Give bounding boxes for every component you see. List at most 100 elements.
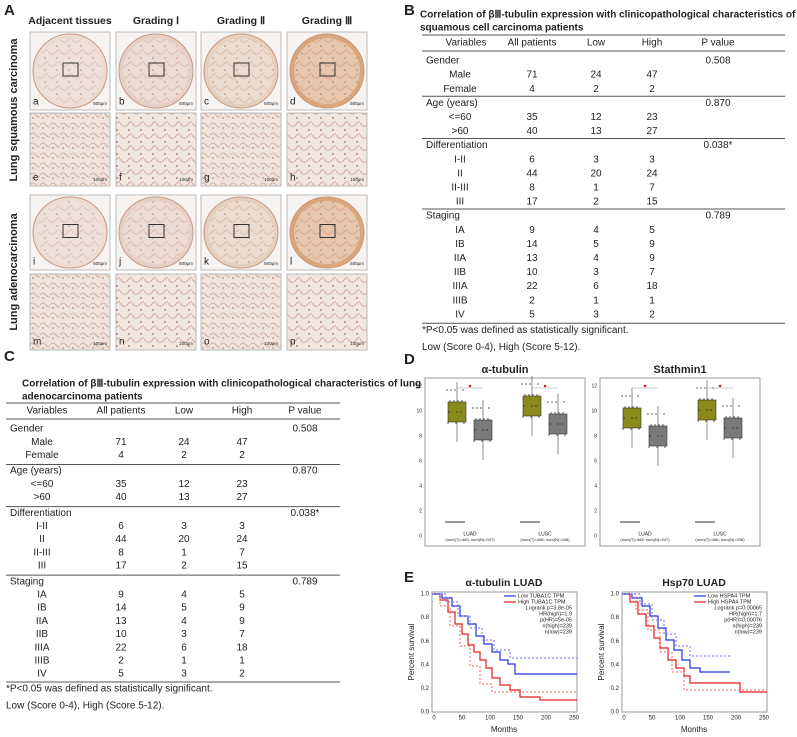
text: 100μm: [350, 177, 364, 182]
text: HR(high)=1.7: [729, 611, 762, 617]
jitter-point: [480, 407, 482, 409]
text: 47: [646, 70, 658, 81]
jitter-point: [529, 383, 531, 385]
text: Male: [449, 70, 471, 81]
text: LUAD: [463, 531, 477, 537]
text: <=60: [31, 479, 54, 490]
tissue-core-texture: [208, 201, 274, 264]
jitter-point: [486, 429, 488, 431]
tissue-core-texture: [37, 201, 103, 264]
text: 9: [239, 603, 245, 614]
text: α-tubulin LUAD: [465, 577, 542, 589]
text: Differentiation: [10, 508, 72, 519]
jitter-point: [489, 440, 491, 442]
text: 500μm: [179, 261, 193, 266]
text: 100μm: [264, 177, 278, 182]
text: 2: [181, 561, 187, 572]
text: 7: [649, 183, 655, 194]
text: 17: [526, 197, 538, 208]
jitter-point: [550, 412, 552, 414]
text: 14: [526, 239, 538, 250]
micrograph-bg: [286, 273, 368, 351]
jitter-point: [698, 409, 700, 411]
micrograph-bg: [200, 273, 282, 351]
text: 17: [115, 561, 127, 572]
text: Hsp70 LUAD: [662, 577, 726, 589]
jitter-point: [479, 418, 481, 420]
text: 100μm: [350, 341, 364, 346]
text: IA: [37, 590, 47, 601]
text: HR(high)=1.9: [539, 611, 572, 617]
jitter-point: [524, 394, 526, 396]
zoom-box: [319, 224, 336, 238]
jitter-point: [557, 423, 559, 425]
text: 8: [419, 433, 422, 439]
text: High TUBA1C TPM: [518, 599, 566, 605]
text: b: [119, 97, 125, 108]
text: 2: [649, 309, 655, 320]
jitter-point: [704, 387, 706, 389]
text: 3: [181, 629, 187, 640]
jitter-point: [449, 400, 451, 402]
text: >60: [34, 492, 51, 503]
text: IIA: [454, 253, 467, 264]
text: <=60: [449, 112, 472, 123]
text: 10: [115, 629, 127, 640]
text: 500μm: [179, 101, 193, 106]
text: (num(T)=486; num(N)=338): [695, 537, 745, 542]
text: 250: [569, 716, 580, 722]
text: 0: [432, 716, 436, 722]
jitter-point: [461, 400, 463, 402]
text: Age (years): [10, 466, 62, 477]
text: 6: [419, 458, 422, 464]
text: II: [457, 168, 463, 179]
jitter-point: [530, 416, 532, 418]
text: IIA: [36, 616, 49, 627]
text: B: [404, 2, 415, 19]
jitter-point: [706, 409, 708, 411]
text: I-II: [36, 521, 48, 532]
plot-frame: [599, 377, 761, 547]
text: 22: [115, 642, 127, 653]
text: *P<0.05 was defined as statistically sig…: [422, 325, 629, 336]
text: 5: [181, 603, 187, 614]
jitter-point: [736, 427, 738, 429]
text: a: [33, 97, 39, 108]
jitter-point: [488, 407, 490, 409]
text: 27: [236, 492, 248, 503]
jitter-point: [637, 395, 639, 397]
text: h: [290, 173, 296, 184]
text: 0.2: [611, 686, 620, 692]
text: Low HSPA4 TPM: [708, 593, 751, 599]
jitter-point: [723, 438, 725, 440]
text: 7: [239, 547, 245, 558]
text: 2: [118, 656, 124, 667]
text: 4: [594, 483, 597, 489]
jitter-point: [483, 418, 485, 420]
text: Percent survival: [407, 623, 416, 680]
jitter-point: [476, 407, 478, 409]
text: 40: [526, 126, 538, 137]
jitter-point: [650, 424, 652, 426]
jitter-point: [635, 417, 637, 419]
text: l: [290, 257, 292, 268]
text: 8: [594, 433, 597, 439]
text: 0.038*: [704, 140, 733, 151]
text: 0.0: [421, 710, 430, 716]
text: IV: [37, 669, 47, 680]
text: Female: [443, 84, 477, 95]
text: n(high)=239: [542, 623, 572, 629]
jitter-point: [447, 422, 449, 424]
jitter-point: [525, 383, 527, 385]
text: Adjacent tissues: [28, 15, 112, 27]
zoom-box: [62, 62, 79, 77]
text: 6: [529, 154, 535, 165]
text: 3: [593, 309, 599, 320]
text: 0.038*: [291, 508, 320, 519]
text: 6: [118, 521, 124, 532]
text: 100: [485, 716, 496, 722]
text: 12: [178, 479, 190, 490]
text: 2: [181, 450, 187, 461]
text: 22: [526, 281, 538, 292]
text: 47: [236, 437, 248, 448]
